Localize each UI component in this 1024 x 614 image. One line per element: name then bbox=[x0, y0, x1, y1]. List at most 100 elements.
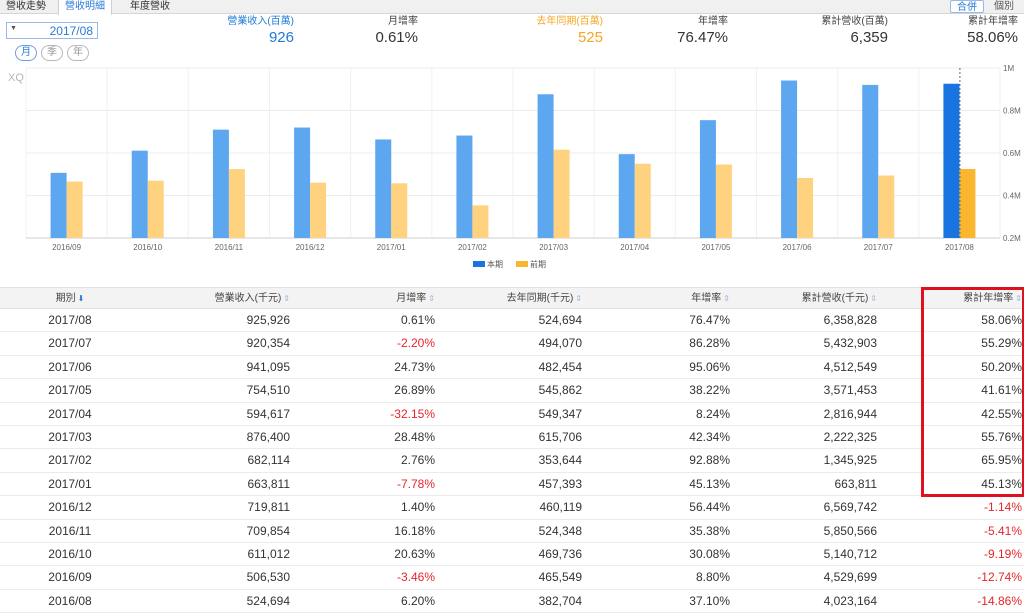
summary-cumulative: 累計營收(百萬) 6,359 bbox=[790, 16, 888, 48]
sort-icon: ⇕ bbox=[1015, 294, 1022, 303]
cell-cumulative-yoy: 65.95% bbox=[981, 453, 1022, 468]
cell-cumulative: 663,811 bbox=[834, 476, 878, 491]
cell-cumulative-yoy: -1.14% bbox=[983, 500, 1022, 515]
legend-label: 本期 bbox=[487, 259, 503, 269]
cell-cumulative: 5,850,566 bbox=[823, 523, 877, 538]
x-tick-label: 2017/03 bbox=[539, 243, 568, 252]
bar-current bbox=[699, 120, 716, 238]
cell-mom: 2.76% bbox=[400, 453, 435, 468]
cell-period: 2017/08 bbox=[48, 313, 92, 327]
summary-yoy: 年增率 76.47% bbox=[640, 16, 728, 48]
consolidated-toggle[interactable]: 合併 bbox=[950, 0, 984, 13]
cell-last-year: 465,549 bbox=[538, 570, 582, 585]
cell-revenue: 682,114 bbox=[247, 453, 291, 468]
cell-yoy: 92.88% bbox=[689, 453, 730, 468]
column-header-label: 累計年增率 bbox=[963, 293, 1014, 304]
cell-last-year: 494,070 bbox=[538, 336, 582, 351]
cell-cumulative-yoy: 50.20% bbox=[981, 359, 1022, 374]
sort-icon: ⇕ bbox=[428, 294, 435, 303]
cell-yoy: 56.44% bbox=[689, 500, 730, 515]
period-quarter-button[interactable]: 季 bbox=[41, 45, 63, 61]
cell-yoy: 8.80% bbox=[695, 570, 730, 585]
column-header-revenue[interactable]: 營業收入(千元) ⇕ bbox=[150, 288, 290, 310]
revenue-table: 期別 ⬇ 營業收入(千元) ⇕ 月增率 ⇕ 去年同期(千元) ⇕ 年增率 ⇕ 累計營收(千元) ⇕ 累計… bbox=[0, 287, 1024, 614]
bar-current bbox=[131, 150, 148, 238]
y-tick-label: 0.4M bbox=[1003, 192, 1021, 201]
x-tick-label: 2016/09 bbox=[52, 243, 81, 252]
cell-cumulative: 1,345,925 bbox=[823, 453, 877, 468]
table-row: 2016/11 709,854 16.18% 524,348 35.38% 5,850,5… bbox=[0, 520, 1024, 543]
dropdown-caret-icon: ▼ bbox=[10, 25, 17, 32]
cell-cumulative: 4,529,699 bbox=[823, 570, 877, 585]
summary-cumulative-yoy: 累計年增率 58.06% bbox=[926, 16, 1018, 48]
cell-revenue: 876,400 bbox=[246, 429, 290, 444]
cell-last-year: 482,454 bbox=[538, 359, 582, 374]
cell-period: 2016/10 bbox=[48, 546, 92, 561]
cell-mom: 28.48% bbox=[394, 429, 435, 444]
bar-previous bbox=[472, 205, 489, 238]
cell-period: 2017/06 bbox=[48, 359, 92, 374]
legend-label: 前期 bbox=[530, 259, 546, 269]
cell-cumulative: 4,512,549 bbox=[823, 359, 877, 374]
tab-annual-revenue[interactable]: 年度營收 bbox=[130, 1, 170, 12]
cell-cumulative: 5,432,903 bbox=[823, 336, 877, 351]
cell-cumulative: 2,222,325 bbox=[823, 429, 877, 444]
column-header-label: 營業收入(千元) bbox=[214, 293, 282, 304]
cell-period: 2016/08 bbox=[48, 593, 92, 608]
cell-yoy: 35.38% bbox=[689, 523, 730, 538]
date-select[interactable]: ▼ 2017/08 bbox=[6, 22, 98, 39]
cell-mom: 20.63% bbox=[394, 546, 435, 561]
column-header-yoy[interactable]: 年增率 ⇕ bbox=[590, 288, 730, 310]
cell-revenue: 754,510 bbox=[246, 383, 290, 398]
cell-mom: 26.89% bbox=[394, 383, 435, 398]
cell-revenue: 719,811 bbox=[247, 500, 291, 515]
column-header-label: 月增率 bbox=[396, 293, 427, 304]
cell-cumulative-yoy: 55.76% bbox=[981, 429, 1022, 444]
summary-mom: 月增率 0.61% bbox=[330, 16, 418, 48]
bar-previous bbox=[797, 177, 814, 238]
cell-cumulative: 6,358,828 bbox=[823, 313, 877, 327]
summary-revenue-label: 營業收入(百萬) bbox=[227, 16, 294, 27]
legend-swatch bbox=[473, 261, 485, 267]
column-header-cumulative-yoy[interactable]: 累計年增率 ⇕ bbox=[880, 288, 1022, 310]
cell-last-year: 469,736 bbox=[538, 546, 582, 561]
column-header-mom[interactable]: 月增率 ⇕ bbox=[300, 288, 435, 310]
cell-revenue: 524,694 bbox=[246, 593, 290, 608]
summary-revenue: 營業收入(百萬) 926 bbox=[196, 16, 294, 48]
column-header-period[interactable]: 期別 ⬇ bbox=[40, 288, 100, 310]
period-month-button[interactable]: 月 bbox=[15, 45, 37, 61]
table-header: 期別 ⬇ 營業收入(千元) ⇕ 月增率 ⇕ 去年同期(千元) ⇕ 年增率 ⇕ 累計營收(千元) ⇕ 累計… bbox=[0, 287, 1024, 309]
bar-previous bbox=[878, 175, 895, 238]
cell-revenue: 920,354 bbox=[246, 336, 290, 351]
cell-period: 2016/11 bbox=[48, 523, 92, 538]
bar-previous bbox=[310, 182, 327, 238]
bar-current bbox=[456, 135, 473, 238]
summary-cumulative-yoy-label: 累計年增率 bbox=[968, 16, 1018, 27]
summary-cumulative-label: 累計營收(百萬) bbox=[821, 16, 888, 27]
x-tick-label: 2016/10 bbox=[133, 243, 162, 252]
table-row: 2017/07 920,354 -2.20% 494,070 86.28% 5,432,9… bbox=[0, 332, 1024, 356]
bar-current bbox=[943, 83, 960, 238]
individual-toggle[interactable]: 個別 bbox=[994, 1, 1014, 12]
cell-mom: 1.40% bbox=[400, 500, 435, 515]
summary-last-year-label: 去年同期(百萬) bbox=[536, 16, 603, 27]
table-row: 2017/01 663,811 -7.78% 457,393 45.13% 663,811… bbox=[0, 473, 1024, 497]
cell-mom: -3.46% bbox=[396, 570, 435, 585]
table-row: 2016/12 719,811 1.40% 460,119 56.44% 6,569,74… bbox=[0, 496, 1024, 520]
table-row: 2016/08 524,694 6.20% 382,704 37.10% 4,023,16… bbox=[0, 590, 1024, 614]
bar-current bbox=[781, 80, 798, 239]
bar-previous bbox=[715, 164, 732, 238]
x-tick-label: 2016/11 bbox=[215, 243, 244, 252]
cell-cumulative-yoy: -14.86% bbox=[977, 593, 1022, 608]
cell-revenue: 925,926 bbox=[246, 313, 290, 327]
cell-cumulative-yoy: -5.41% bbox=[983, 523, 1022, 538]
tab-revenue-trend[interactable]: 營收走勢 bbox=[6, 1, 46, 12]
bar-current bbox=[50, 172, 67, 238]
column-header-last-year[interactable]: 去年同期(千元) ⇕ bbox=[445, 288, 582, 310]
bar-current bbox=[537, 94, 554, 238]
cell-period: 2017/07 bbox=[48, 336, 92, 351]
tab-revenue-detail[interactable]: 營收明細 bbox=[58, 0, 112, 15]
cell-mom: 6.20% bbox=[400, 593, 435, 608]
column-header-cumulative[interactable]: 累計營收(千元) ⇕ bbox=[735, 288, 877, 310]
period-year-button[interactable]: 年 bbox=[67, 45, 89, 61]
